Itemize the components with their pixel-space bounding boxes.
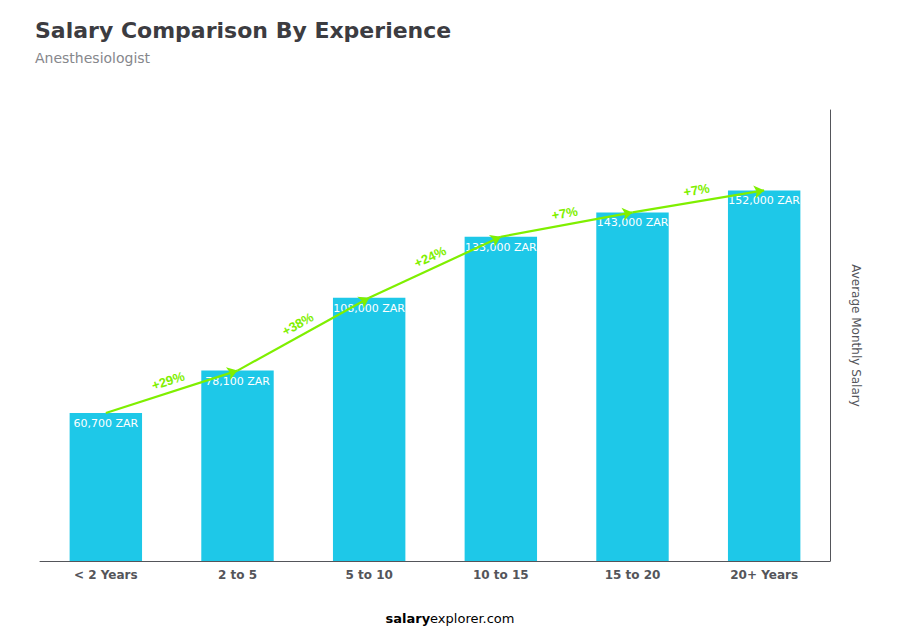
svg-text:78,100 ZAR: 78,100 ZAR (205, 375, 270, 388)
svg-text:+7%: +7% (682, 180, 711, 199)
svg-text:143,000 ZAR: 143,000 ZAR (597, 216, 669, 229)
svg-text:133,000 ZAR: 133,000 ZAR (465, 240, 537, 254)
svg-text:108,000 ZAR: 108,000 ZAR (333, 301, 405, 315)
svg-text:2 to 5: 2 to 5 (218, 568, 257, 582)
svg-text:60,700 ZAR: 60,700 ZAR (73, 417, 138, 430)
svg-text:+38%: +38% (279, 309, 316, 339)
svg-text:15 to 20: 15 to 20 (605, 568, 661, 582)
svg-text:Anesthesiologist: Anesthesiologist (35, 50, 151, 66)
svg-text:10 to 15: 10 to 15 (473, 568, 529, 582)
svg-text:152,000 ZAR: 152,000 ZAR (728, 194, 800, 207)
svg-text:Salary Comparison By Experienc: Salary Comparison By Experience (35, 18, 451, 43)
svg-text:< 2 Years: < 2 Years (74, 568, 138, 582)
svg-text:explorer.com: explorer.com (430, 611, 514, 626)
svg-text:+24%: +24% (412, 243, 449, 271)
svg-text:salary: salary (385, 611, 430, 626)
svg-text:5 to 10: 5 to 10 (345, 568, 392, 582)
svg-text:+29%: +29% (150, 368, 187, 393)
svg-text:Average Monthly Salary: Average Monthly Salary (849, 264, 863, 407)
svg-text:20+ Years: 20+ Years (730, 568, 798, 582)
svg-text:+7%: +7% (550, 203, 579, 223)
